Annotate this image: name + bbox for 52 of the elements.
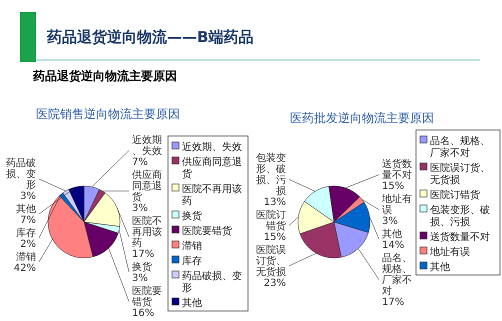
slice-label: 其他	[382, 228, 402, 240]
data-label: 15%	[264, 232, 286, 243]
data-label: 15%	[382, 181, 404, 192]
text: 药品退货逆向物流——B端药品	[46, 28, 254, 46]
data-label: 13%	[264, 196, 286, 208]
data-label: 16%	[132, 308, 154, 319]
slice-label: 药品破损、变形	[6, 156, 36, 191]
data-label: 3%	[20, 190, 36, 202]
legend-label: 其他	[430, 261, 450, 273]
slice-label: 滞销	[16, 250, 36, 263]
legend-label: 包装变形、破损、污损	[430, 204, 490, 228]
slice-label: 其他	[16, 202, 36, 215]
slice-label: 医院误订货、无货损	[256, 244, 286, 278]
legend-label: 换货	[182, 210, 202, 222]
slice-label: 品名、规格、厂家不对	[382, 252, 412, 298]
legend-label: 近效期、失效	[182, 141, 242, 153]
legend-label: 药品破损、变形	[182, 270, 242, 294]
slice-label: 送货数量不对	[382, 158, 412, 182]
data-label: 14%	[382, 240, 404, 252]
legend-label: 供应商同意退货	[182, 156, 242, 180]
data-label: 7%	[20, 214, 36, 226]
legend-label: 医院要错货	[182, 225, 232, 237]
text: 药品退货逆向物流主要原因	[32, 69, 177, 83]
legend-label: 医院不再用该药	[182, 183, 242, 207]
legend-label: 送货数量不对	[430, 231, 490, 243]
chart-title: 医药批发逆向物流主要原因	[290, 111, 434, 125]
legend-label: 品名、规格、厂家不对	[430, 135, 490, 159]
chart-title: 医院销售逆向物流主要原因	[36, 107, 180, 121]
slice-label: 库存	[16, 226, 36, 239]
slice-label: 近效期、失效	[132, 134, 162, 157]
data-label: 3%	[132, 203, 148, 214]
data-label: 17%	[132, 249, 154, 260]
legend-label: 其他	[182, 297, 202, 309]
legend-label: 医院订错货	[430, 189, 480, 201]
data-label: 3%	[132, 273, 148, 284]
slice-label: 医院订错货	[256, 208, 286, 232]
data-label: 2%	[20, 238, 36, 250]
slice-label: 包装变形、破损、污损	[256, 152, 286, 197]
slice-label: 地址有误	[381, 193, 412, 216]
legend-label: 医院误订货、无货损	[430, 162, 490, 186]
legend-label: 地址有误	[429, 246, 470, 258]
slice-label: 医院要错货	[131, 285, 162, 308]
data-label: 17%	[382, 297, 404, 308]
data-label: 23%	[264, 278, 286, 289]
data-label: 42%	[14, 262, 36, 274]
legend-label: 库存	[182, 255, 202, 267]
slice-label: 换货	[132, 261, 152, 273]
data-label: 7%	[132, 157, 148, 168]
slice-label: 医院不再用该药	[132, 215, 162, 249]
slice-label: 供应商同意退货	[132, 169, 162, 203]
legend-label: 滞销	[182, 240, 202, 252]
data-label: 3%	[382, 216, 398, 228]
